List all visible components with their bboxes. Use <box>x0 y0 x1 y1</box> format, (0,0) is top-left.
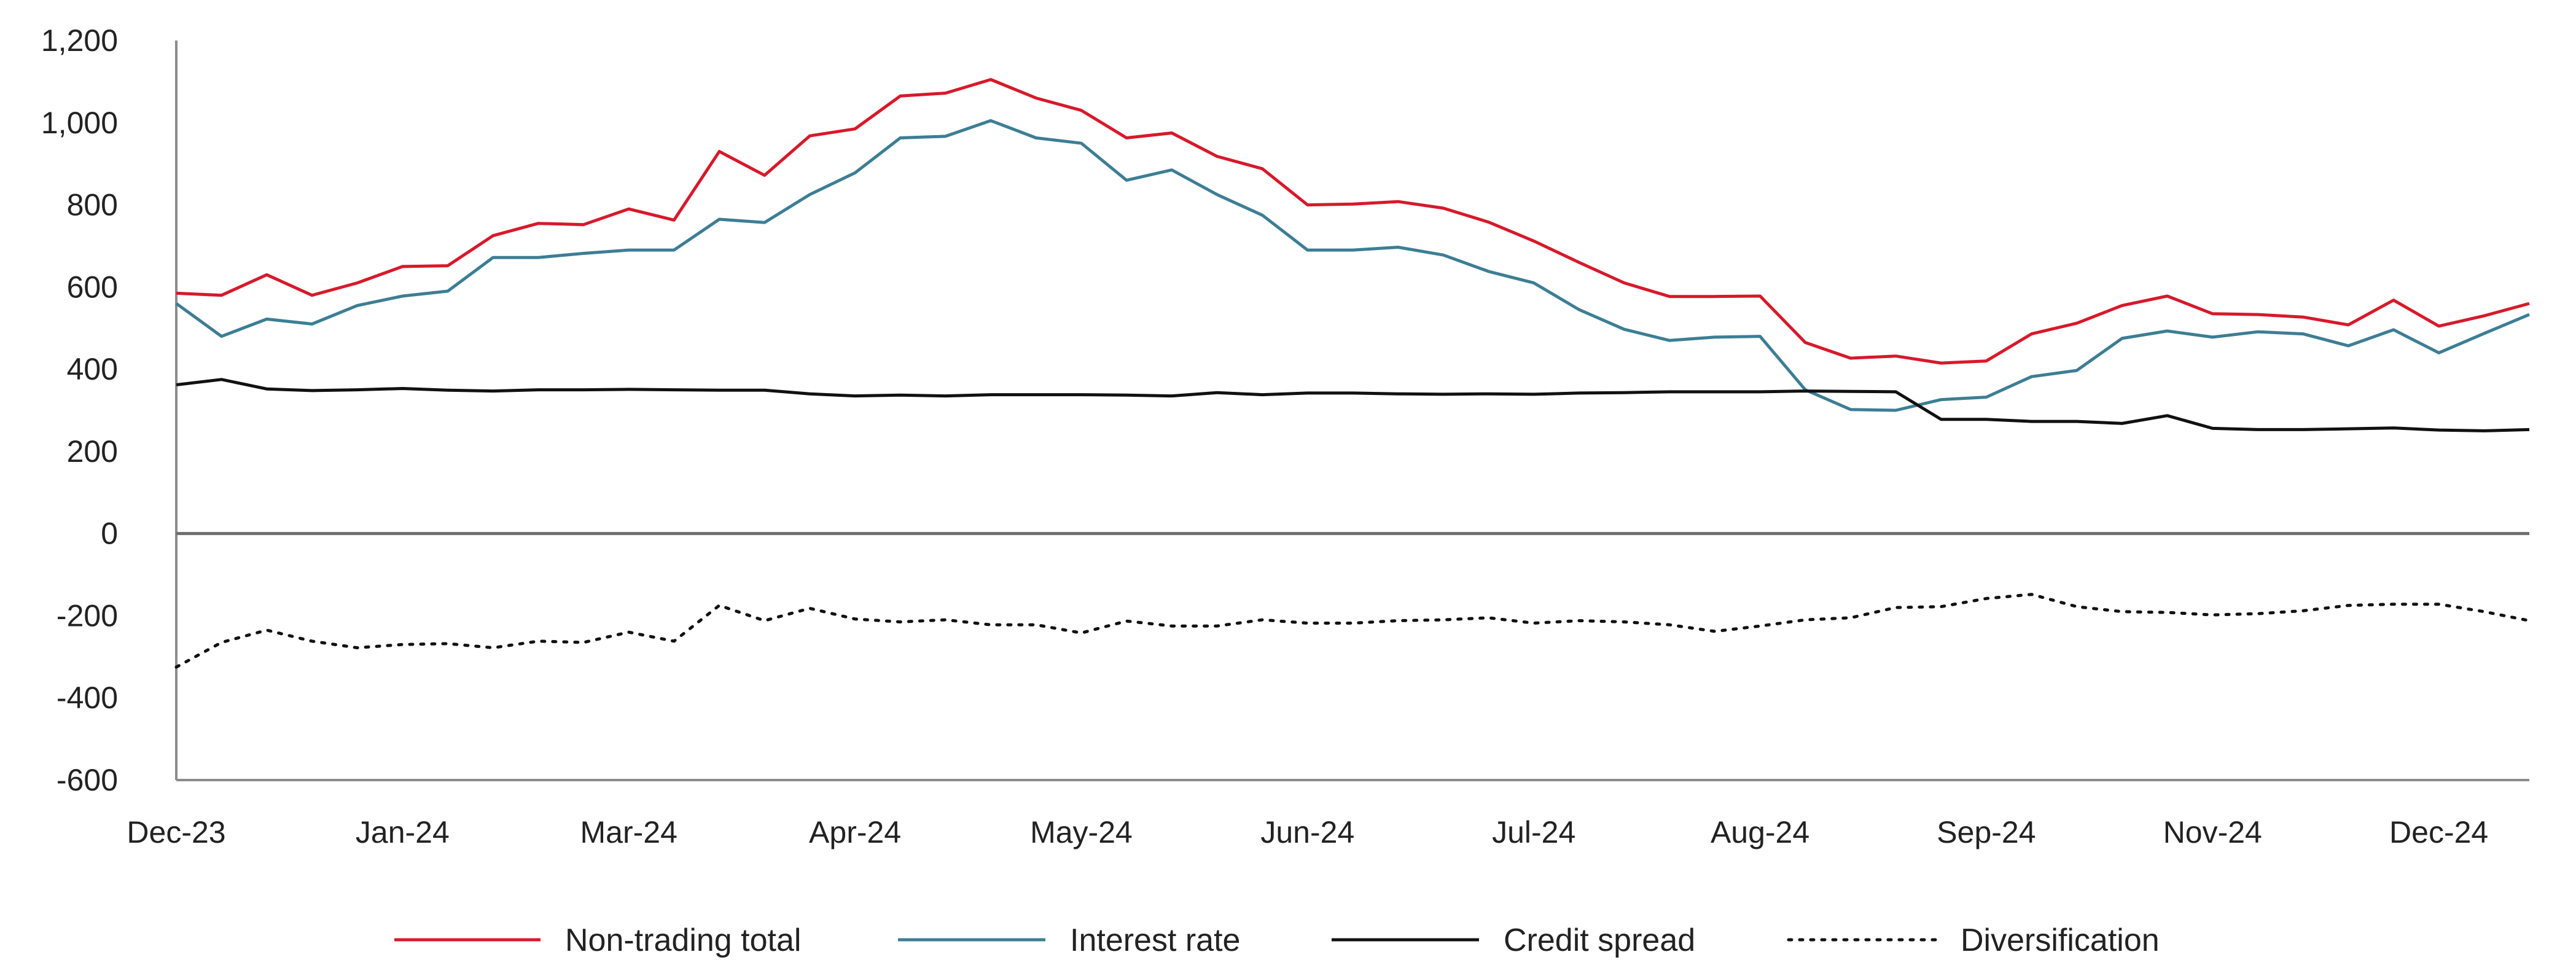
y-tick-label: 400 <box>67 352 118 386</box>
x-tick-label: Sep-24 <box>1937 815 2035 849</box>
y-tick-label: 1,200 <box>41 23 118 58</box>
series-line-diversification <box>174 593 2531 669</box>
legend-item: Diversification <box>1787 923 2160 958</box>
legend: Non-trading total Interest rate Credit spr… <box>394 923 2160 958</box>
legend-label: Credit spread <box>1504 923 1695 958</box>
x-tick-label: Nov-24 <box>2163 815 2262 849</box>
x-tick-label: Jan-24 <box>356 815 450 849</box>
series-line-non-trading-total <box>176 78 2530 365</box>
axes-layer: -600 -400 -200 0 200 400 600 800 1,000 1,200 Dec-2… <box>41 23 2529 849</box>
series-layer <box>174 78 2531 669</box>
legend-item: Interest rate <box>898 923 1240 958</box>
y-tick-label: -200 <box>57 598 118 633</box>
legend-label: Diversification <box>1961 923 2160 958</box>
x-tick-label: Dec-24 <box>2389 815 2488 849</box>
series-line-interest-rate <box>175 119 2530 412</box>
y-tick-label: 1,000 <box>41 106 118 140</box>
y-tick-label: 200 <box>67 434 118 469</box>
x-tick-label: Mar-24 <box>580 815 677 849</box>
y-tick-label: -400 <box>57 681 118 715</box>
y-tick-label: 800 <box>67 188 118 222</box>
legend-item: Non-trading total <box>394 923 801 958</box>
x-tick-label: May-24 <box>1030 815 1133 849</box>
x-tick-label: Apr-24 <box>809 815 901 849</box>
y-tick-label: 0 <box>101 517 118 551</box>
legend-label: Non-trading total <box>565 923 801 958</box>
x-tick-label: Dec-23 <box>127 815 225 849</box>
y-tick-label: -600 <box>57 763 118 797</box>
x-tick-label: Jun-24 <box>1260 815 1354 849</box>
series-line-credit-spread <box>176 378 2530 432</box>
legend-label: Interest rate <box>1070 923 1240 958</box>
x-tick-label: Aug-24 <box>1711 815 1809 849</box>
y-tick-label: 600 <box>67 270 118 304</box>
x-tick-label: Jul-24 <box>1492 815 1575 849</box>
legend-item: Credit spread <box>1332 923 1695 958</box>
